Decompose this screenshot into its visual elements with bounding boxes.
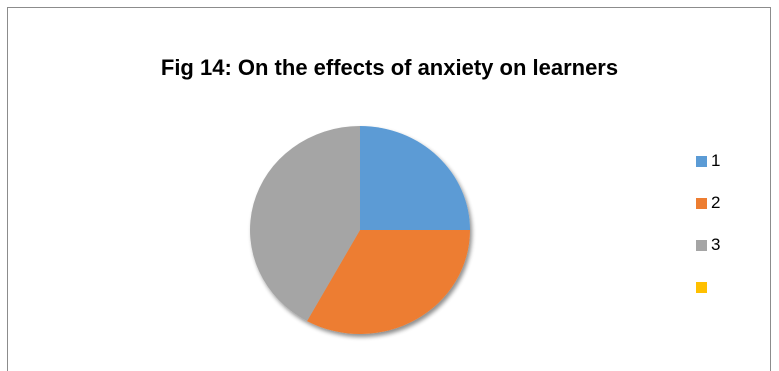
legend-swatch [696, 155, 707, 167]
legend-item-1: 1 [696, 150, 720, 172]
legend-label: 3 [711, 235, 721, 254]
legend-swatch [696, 239, 707, 251]
pie-slice-1 [360, 126, 470, 230]
legend-swatch [696, 197, 707, 209]
legend-item-2: 2 [696, 192, 720, 214]
legend-label: 1 [711, 151, 721, 170]
legend-item-3: 3 [696, 234, 720, 256]
legend-label: 2 [711, 193, 721, 212]
pie-chart [249, 126, 470, 334]
pie-slice-3 [249, 126, 360, 322]
legend-swatch [696, 281, 707, 293]
chart-title: Fig 14: On the effects of anxiety on lea… [160, 55, 619, 80]
pie-slice-2 [307, 230, 470, 334]
legend-item-4 [696, 276, 711, 298]
